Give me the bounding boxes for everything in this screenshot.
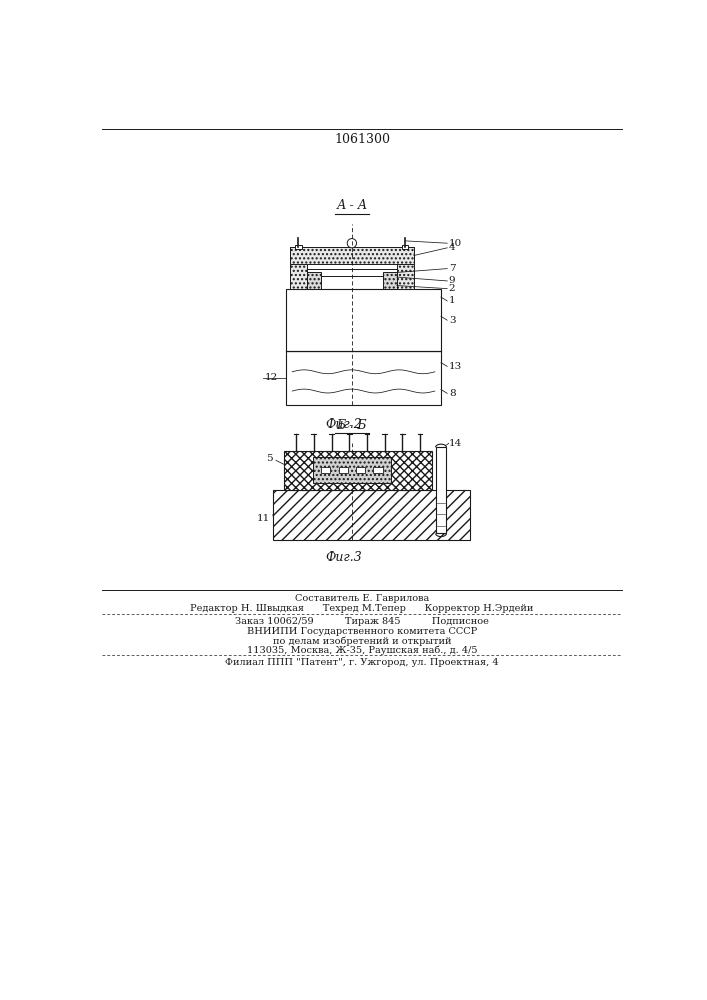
Bar (290, 247, 414, 264)
Text: ВНИИПИ Государственного комитета СССР: ВНИИПИ Государственного комитета СССР (247, 627, 477, 636)
Bar (307, 272, 321, 289)
Bar (290, 247, 307, 289)
Text: 9: 9 (449, 276, 455, 285)
Text: 8: 8 (449, 389, 455, 398)
Bar (321, 467, 330, 473)
Bar (383, 272, 397, 289)
Text: 14: 14 (449, 439, 462, 448)
Text: 4: 4 (449, 243, 455, 252)
Text: 3: 3 (449, 316, 455, 325)
Text: 7: 7 (449, 264, 455, 273)
Bar (273, 490, 470, 540)
Text: Заказ 10062/59          Тираж 845          Подписное: Заказ 10062/59 Тираж 845 Подписное (235, 617, 489, 626)
Text: Фиг.2: Фиг.2 (326, 418, 363, 431)
Text: 5: 5 (267, 454, 273, 463)
Bar (373, 467, 382, 473)
Bar (397, 247, 414, 289)
Bar (313, 457, 391, 483)
Bar (290, 247, 414, 264)
Text: А - А: А - А (337, 199, 368, 212)
Bar (313, 457, 391, 483)
Text: 1061300: 1061300 (334, 133, 390, 146)
Text: 13: 13 (449, 362, 462, 371)
Bar (284, 451, 432, 490)
Text: Фиг.3: Фиг.3 (326, 551, 363, 564)
Text: Б - Б: Б - Б (337, 419, 367, 432)
Text: 1: 1 (449, 296, 455, 305)
Bar (284, 451, 432, 490)
Bar (402, 245, 409, 249)
Bar (339, 467, 348, 473)
Bar (436, 447, 446, 533)
Circle shape (347, 239, 356, 248)
Text: 11: 11 (257, 514, 271, 523)
Bar (397, 247, 414, 289)
Bar (286, 289, 441, 351)
Bar (307, 269, 397, 276)
Bar (273, 490, 470, 540)
Text: 10: 10 (449, 239, 462, 248)
Bar (286, 351, 441, 405)
Text: 12: 12 (264, 373, 278, 382)
Text: 2: 2 (449, 284, 455, 293)
Bar (383, 272, 397, 289)
Bar (290, 247, 307, 289)
Bar (307, 272, 321, 289)
Text: Составитель Е. Гаврилова: Составитель Е. Гаврилова (295, 594, 429, 603)
Text: Редактор Н. Швыдкая      Техред М.Тепер      Корректор Н.Эрдейи: Редактор Н. Швыдкая Техред М.Тепер Корре… (190, 604, 534, 613)
Text: Филиал ППП "Патент", г. Ужгород, ул. Проектная, 4: Филиал ППП "Патент", г. Ужгород, ул. Про… (225, 658, 498, 667)
Text: по делам изобретений и открытий: по делам изобретений и открытий (273, 637, 451, 646)
Text: 113035, Москва, Ж-35, Раушская наб., д. 4/5: 113035, Москва, Ж-35, Раушская наб., д. … (247, 646, 477, 655)
Bar (296, 245, 301, 249)
Bar (356, 467, 366, 473)
